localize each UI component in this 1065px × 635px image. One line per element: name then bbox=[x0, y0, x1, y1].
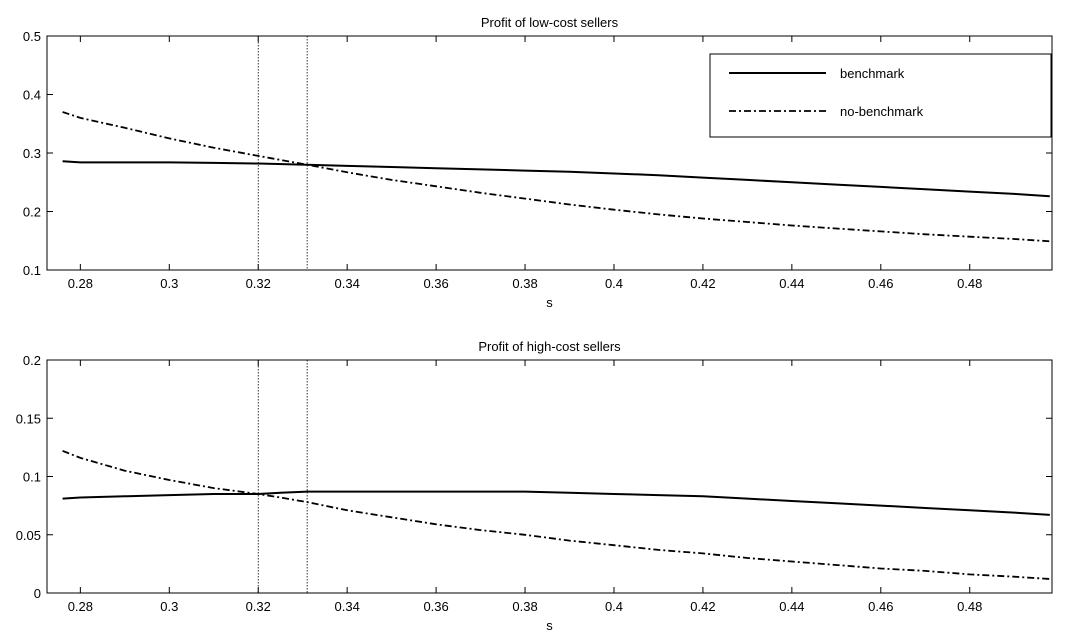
x-tick-label-0-5: 0.38 bbox=[512, 276, 537, 291]
series-line-no-benchmark-1 bbox=[62, 450, 1050, 580]
x-tick-label-1-3: 0.34 bbox=[335, 599, 360, 614]
series-line-no-benchmark-0 bbox=[62, 111, 1050, 243]
series-line-benchmark-0 bbox=[62, 160, 1050, 198]
y-tick-label-1-1: 0.05 bbox=[16, 528, 41, 543]
chart-title-0: Profit of low-cost sellers bbox=[481, 15, 619, 30]
y-tick-label-0-2: 0.3 bbox=[23, 146, 41, 161]
x-tick-label-1-5: 0.38 bbox=[512, 599, 537, 614]
x-tick-label-1-1: 0.3 bbox=[160, 599, 178, 614]
legend-label-benchmark: benchmark bbox=[840, 66, 905, 81]
y-tick-label-0-1: 0.2 bbox=[23, 205, 41, 220]
x-tick-label-0-9: 0.46 bbox=[868, 276, 893, 291]
x-axis-label-0: s bbox=[546, 295, 553, 310]
x-tick-label-0-7: 0.42 bbox=[690, 276, 715, 291]
y-tick-label-1-2: 0.1 bbox=[23, 470, 41, 485]
y-tick-label-0-4: 0.5 bbox=[23, 29, 41, 44]
x-tick-label-0-2: 0.32 bbox=[246, 276, 271, 291]
x-tick-label-1-9: 0.46 bbox=[868, 599, 893, 614]
y-tick-label-0-3: 0.4 bbox=[23, 88, 41, 103]
y-tick-label-1-4: 0.2 bbox=[23, 353, 41, 368]
x-tick-label-0-4: 0.36 bbox=[423, 276, 448, 291]
series-line-benchmark-1 bbox=[62, 490, 1050, 516]
y-tick-label-1-0: 0 bbox=[34, 586, 41, 601]
y-tick-label-1-3: 0.15 bbox=[16, 411, 41, 426]
x-tick-label-0-3: 0.34 bbox=[335, 276, 360, 291]
x-tick-label-0-8: 0.44 bbox=[779, 276, 804, 291]
x-tick-label-0-10: 0.48 bbox=[957, 276, 982, 291]
x-tick-label-1-7: 0.42 bbox=[690, 599, 715, 614]
x-tick-label-1-10: 0.48 bbox=[957, 599, 982, 614]
legend-box bbox=[709, 53, 1052, 138]
axes-box-1 bbox=[46, 359, 1053, 594]
x-tick-label-0-1: 0.3 bbox=[160, 276, 178, 291]
chart-title-1: Profit of high-cost sellers bbox=[478, 339, 621, 354]
y-tick-label-0-0: 0.1 bbox=[23, 263, 41, 278]
x-tick-label-1-2: 0.32 bbox=[246, 599, 271, 614]
x-tick-label-0-0: 0.28 bbox=[68, 276, 93, 291]
x-tick-label-1-6: 0.4 bbox=[605, 599, 623, 614]
x-tick-label-1-4: 0.36 bbox=[423, 599, 448, 614]
x-tick-label-1-0: 0.28 bbox=[68, 599, 93, 614]
legend-label-no-benchmark: no-benchmark bbox=[840, 104, 924, 119]
x-tick-label-0-6: 0.4 bbox=[605, 276, 623, 291]
x-axis-label-1: s bbox=[546, 618, 553, 633]
x-tick-label-1-8: 0.44 bbox=[779, 599, 804, 614]
